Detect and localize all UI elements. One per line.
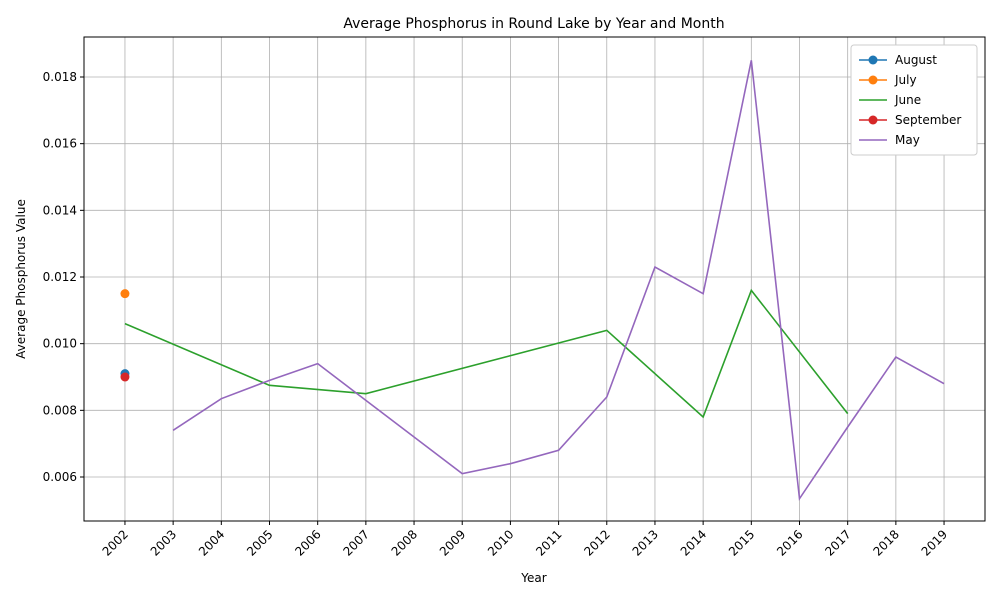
- x-tick-label: 2006: [292, 527, 323, 558]
- marker: [120, 372, 130, 382]
- x-tick-label: 2004: [196, 527, 227, 558]
- y-tick-label: 0.010: [43, 337, 77, 351]
- axes-frame: [83, 36, 986, 522]
- x-tick-label: 2007: [340, 527, 371, 558]
- legend-label: September: [895, 113, 961, 127]
- y-tick-label: 0.014: [43, 203, 77, 217]
- line: [172, 60, 945, 501]
- marker: [120, 289, 130, 299]
- legend-label: July: [894, 73, 917, 87]
- x-tick-label: 2009: [437, 527, 468, 558]
- y-tick-label: 0.016: [43, 137, 77, 151]
- y-tick-label: 0.008: [43, 403, 77, 417]
- y-tick-label: 0.006: [43, 470, 77, 484]
- x-tick-label: 2003: [148, 527, 179, 558]
- legend-box: [850, 44, 978, 156]
- x-tick-label: 2013: [630, 527, 661, 558]
- chart-title: Average Phosphorus in Round Lake by Year…: [343, 16, 724, 32]
- legend-marker: [868, 115, 878, 125]
- x-tick-label: 2014: [678, 527, 709, 558]
- x-tick-label: 2008: [389, 527, 420, 558]
- y-tick-label: 0.018: [43, 70, 77, 84]
- legend-marker: [868, 75, 878, 85]
- x-tick-label: 2018: [870, 527, 901, 558]
- x-tick-label: 2017: [822, 527, 853, 558]
- x-tick-label: 2005: [244, 527, 275, 558]
- legend-marker: [868, 55, 878, 65]
- y-axis-label: Average Phosphorus Value: [14, 199, 28, 359]
- x-tick-label: 2010: [485, 527, 516, 558]
- legend-label: May: [895, 133, 920, 147]
- x-tick-label: 2012: [581, 527, 612, 558]
- line: [124, 288, 849, 419]
- x-axis-label: Year: [520, 571, 546, 585]
- legend-label: August: [895, 53, 937, 67]
- legend-label: June: [894, 93, 921, 107]
- x-tick-label: 2015: [726, 527, 757, 558]
- y-tick-label: 0.012: [43, 270, 77, 284]
- x-tick-label: 2019: [919, 527, 950, 558]
- x-tick-label: 2002: [100, 527, 131, 558]
- x-tick-label: 2011: [533, 527, 564, 558]
- x-tick-label: 2016: [774, 527, 805, 558]
